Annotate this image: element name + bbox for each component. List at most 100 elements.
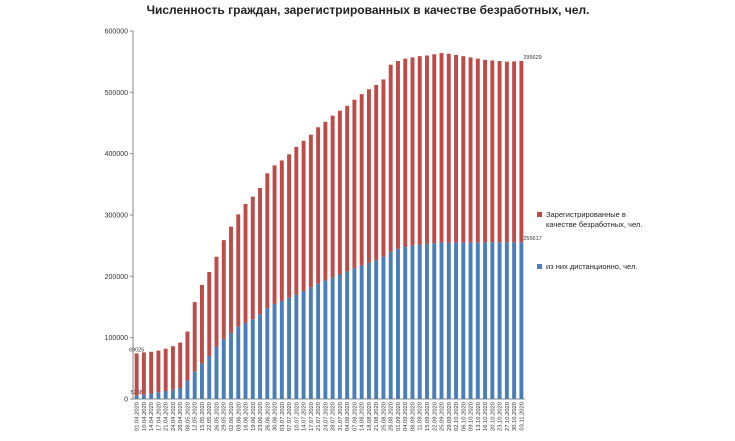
x-tick-label: 22.09.2020	[432, 402, 438, 431]
bar-segment	[308, 287, 313, 399]
x-tick-label: 23.10.2020	[498, 402, 504, 431]
x-tick-label: 15.05.2020	[200, 402, 206, 431]
legend-swatch	[537, 212, 542, 217]
bar-segment	[374, 84, 379, 261]
x-tick-label: 07.07.2020	[287, 402, 293, 431]
bar-segment	[141, 352, 146, 395]
legend-label: из них дистанционно, чел.	[546, 262, 638, 271]
data-label: 69025	[129, 347, 144, 353]
bar-segment	[352, 268, 357, 399]
x-tick-label: 26.05.2020	[214, 402, 220, 431]
bar-segment	[214, 256, 219, 347]
bar-segment	[410, 245, 415, 399]
x-tick-label: 28.04.2020	[178, 402, 184, 431]
bar-segment	[279, 300, 284, 399]
x-tick-label: 10.07.2020	[294, 402, 300, 431]
bar-segment	[461, 242, 466, 399]
bar-segment	[374, 260, 379, 399]
x-tick-label: 04.08.2020	[345, 402, 351, 431]
x-tick-label: 07.08.2020	[352, 402, 358, 431]
x-tick-label: 14.04.2020	[149, 402, 155, 431]
bar-segment	[417, 56, 422, 245]
bar-segment	[236, 214, 241, 327]
bar-segment	[483, 59, 488, 243]
bar-segment	[149, 393, 154, 399]
x-tick-label: 16.10.2020	[483, 402, 489, 431]
bar-segment	[359, 265, 364, 399]
x-tick-label: 24.04.2020	[171, 402, 177, 431]
bar-segment	[417, 244, 422, 399]
bar-segment	[258, 188, 262, 315]
x-tick-label: 17.04.2020	[156, 402, 162, 431]
bar-segment	[425, 243, 429, 399]
bar-segment	[149, 351, 154, 394]
x-tick-label: 03.07.2020	[280, 402, 286, 431]
bar-segment	[330, 277, 335, 399]
x-tick-label: 02.06.2020	[229, 402, 235, 431]
y-tick-label: 0	[124, 397, 128, 404]
bar-segment	[272, 303, 277, 399]
x-tick-label: 12.05.2020	[193, 402, 199, 431]
x-tick-label: 14.07.2020	[302, 402, 308, 431]
x-tick-label: 21.04.2020	[164, 402, 170, 431]
x-tick-label: 25.08.2020	[381, 402, 387, 431]
bar-segment	[330, 115, 335, 278]
bar-segment	[192, 371, 197, 399]
x-tick-label: 19.06.2020	[251, 402, 257, 431]
bar-segment	[221, 338, 226, 399]
y-tick-label: 200000	[105, 274, 128, 281]
bar-segment	[308, 134, 313, 288]
x-tick-label: 21.07.2020	[316, 402, 322, 431]
x-tick-label: 03.11.2020	[519, 402, 525, 431]
bar-segment	[258, 314, 262, 399]
bar-segment	[432, 243, 437, 399]
bar-segment	[396, 61, 400, 249]
x-tick-label: 26.06.2020	[265, 402, 271, 431]
bar-segment	[490, 242, 495, 399]
bar-segment	[134, 353, 139, 396]
bar-segment	[490, 60, 495, 243]
x-tick-label: 02.10.2020	[454, 402, 460, 431]
x-tick-label: 04.09.2020	[403, 402, 409, 431]
chart-title: Численность граждан, зарегистрированных …	[147, 3, 590, 17]
bar-segment	[301, 140, 306, 292]
bar-segment	[294, 146, 299, 295]
bar-segment	[410, 57, 415, 246]
bar-segment	[337, 110, 342, 275]
bar-segment	[316, 127, 321, 284]
y-tick-label: 500000	[105, 90, 128, 97]
bar-segment	[446, 242, 451, 399]
bar-segment	[345, 271, 350, 399]
bar-segment	[279, 160, 284, 301]
x-tick-label: 01.04.2020	[135, 402, 141, 431]
bar-segment	[432, 54, 437, 244]
x-tick-label: 29.09.2020	[447, 402, 453, 431]
x-tick-label: 08.09.2020	[410, 402, 416, 431]
x-tick-label: 23.06.2020	[258, 402, 264, 431]
x-tick-label: 09.10.2020	[469, 402, 475, 431]
bar-segment	[403, 58, 408, 247]
x-tick-label: 28.07.2020	[331, 402, 337, 431]
bar-segment	[359, 94, 364, 266]
bar-segment	[294, 294, 299, 399]
bar-segment	[388, 251, 393, 399]
bar-segment	[396, 248, 400, 399]
x-tick-label: 10.04.2020	[142, 402, 148, 431]
bar-segment	[461, 56, 466, 243]
bar-segment	[475, 58, 480, 243]
x-tick-label: 01.09.2020	[396, 402, 402, 431]
x-tick-label: 13.10.2020	[476, 402, 482, 431]
legend-swatch	[537, 264, 542, 269]
bar-segment	[170, 346, 175, 390]
bar-segment	[207, 356, 212, 399]
bar-segment	[265, 173, 270, 309]
legend-label: Зарегистрированные в качестве безработны…	[546, 210, 643, 229]
x-tick-label: 16.06.2020	[244, 402, 250, 431]
bar-segment	[221, 240, 226, 339]
x-tick-label: 27.10.2020	[505, 402, 511, 431]
bar-segment	[454, 242, 458, 399]
x-tick-label: 30.06.2020	[273, 402, 279, 431]
x-tick-label: 08.05.2020	[185, 402, 191, 431]
data-label: 295629	[523, 55, 541, 61]
bar-segment	[243, 203, 248, 323]
